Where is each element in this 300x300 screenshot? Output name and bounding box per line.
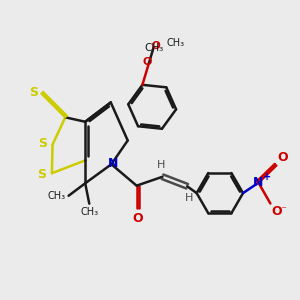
Text: N: N xyxy=(253,176,264,189)
Text: O: O xyxy=(133,212,143,224)
Text: O: O xyxy=(272,205,283,218)
Text: CH₃: CH₃ xyxy=(47,191,66,201)
Text: O: O xyxy=(278,151,288,164)
Text: CH₃: CH₃ xyxy=(144,43,163,53)
Text: +: + xyxy=(263,172,271,182)
Text: CH₃: CH₃ xyxy=(80,207,98,217)
Text: O: O xyxy=(142,57,152,67)
Text: S: S xyxy=(38,137,47,150)
Text: H: H xyxy=(157,160,165,170)
Text: CH₃: CH₃ xyxy=(167,38,185,48)
Text: S: S xyxy=(38,168,46,181)
Text: H: H xyxy=(185,193,194,203)
Text: ⁻: ⁻ xyxy=(280,205,286,215)
Text: O: O xyxy=(151,41,160,51)
Text: N: N xyxy=(108,157,118,170)
Text: S: S xyxy=(29,85,38,98)
